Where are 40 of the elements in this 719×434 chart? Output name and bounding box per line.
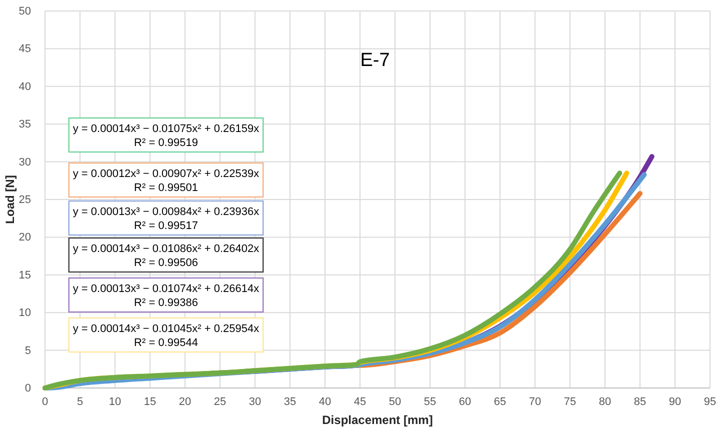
x-tick-label: 0: [42, 396, 48, 408]
y-tick-label: 50: [18, 6, 31, 18]
annotation: y = 0.00013x³ − 0.01074x² + 0.26614x R² = 0.99386: [72, 283, 260, 309]
y-tick-label: 45: [18, 43, 31, 56]
x-tick-label: 70: [528, 396, 542, 408]
x-tick-label: 95: [704, 396, 716, 408]
y-tick-label: 0: [24, 382, 31, 395]
text: E-7: [360, 50, 390, 71]
y-tick-label: 25: [18, 194, 31, 206]
y-tick-label: 10: [18, 307, 31, 320]
x-tick-label: 85: [634, 396, 646, 408]
annotation: y = 0.00013x³ − 0.00984x² + 0.23936x R² = 0.99517: [72, 206, 260, 232]
x-tick-label: 40: [318, 396, 332, 408]
x-tick-label: 20: [178, 396, 192, 408]
x-tick-label: 65: [494, 396, 506, 408]
x-tick-label: 60: [458, 396, 472, 408]
annotation: y = 0.00012x³ − 0.00907x² + 0.22539x R² = 0.99501: [72, 168, 260, 194]
x-tick-label: 55: [424, 396, 436, 408]
annotation: y = 0.00014x³ − 0.01075x² + 0.26159x R² = 0.99519: [72, 123, 260, 149]
x-tick-label: 50: [388, 396, 402, 408]
x-tick-label: 25: [214, 396, 226, 408]
x-tick-label: 15: [144, 396, 156, 408]
y-tick-label: 40: [18, 80, 31, 93]
x-tick-label: 75: [564, 396, 576, 408]
annotation: y = 0.00014x³ − 0.01086x² + 0.26402x R² = 0.99506: [72, 243, 260, 269]
x-tick-label: 10: [108, 396, 122, 408]
y-tick-label: 5: [24, 344, 31, 357]
y-tick-label: 15: [18, 269, 31, 282]
annotation: y = 0.00014x³ − 0.01045x² + 0.25954x R² = 0.99544: [72, 323, 260, 349]
y-tick-label: 20: [18, 232, 31, 244]
x-tick-label: 45: [354, 396, 366, 408]
y-tick-label: 35: [18, 118, 31, 131]
x-tick-label: 90: [668, 396, 682, 408]
x-tick-label: 30: [248, 396, 262, 408]
x-tick-label: 80: [598, 396, 612, 408]
y-tick-label: 30: [18, 156, 31, 168]
x-tick-label: 5: [76, 396, 84, 408]
y-axis-title: Load [N]: [3, 175, 17, 224]
x-tick-label: 35: [284, 396, 296, 408]
x-axis-title: Displacement [mm]: [322, 413, 433, 427]
